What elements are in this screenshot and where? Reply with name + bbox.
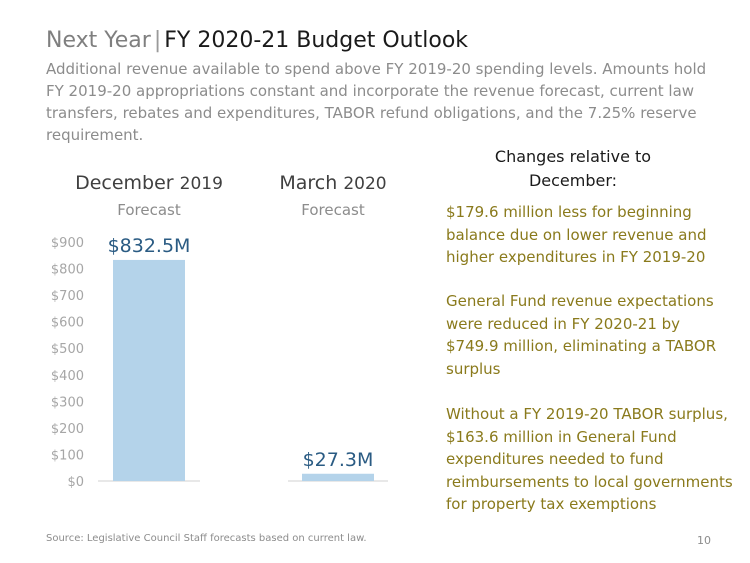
y-tick-label: $600 — [51, 316, 84, 331]
y-tick-label: $800 — [51, 263, 84, 278]
change-note-revenue: General Fund revenue expectations were r… — [446, 292, 717, 378]
y-tick-label: $700 — [51, 289, 84, 304]
bar — [113, 259, 185, 481]
y-tick-label: $100 — [51, 448, 84, 463]
column-sub-march: Forecast — [301, 201, 365, 219]
column-sub-december: Forecast — [117, 201, 181, 219]
changes-title-line2: December: — [528, 171, 618, 190]
y-tick-label: $0 — [67, 475, 84, 490]
y-tick-label: $900 — [51, 236, 84, 251]
column-head-march: March 2020 — [233, 172, 433, 194]
y-tick-label: $400 — [51, 369, 84, 384]
title-main: FY 2020-21 Budget Outlook — [164, 28, 469, 53]
change-note-tabor: Without a FY 2019-20 TABOR surplus, $163… — [446, 405, 733, 513]
data-label: $27.3M — [303, 449, 374, 471]
column-head-december: December 2019 — [49, 172, 249, 194]
column-head-month: December — [75, 172, 174, 194]
title-separator: | — [153, 28, 162, 53]
y-tick-label: $200 — [51, 422, 84, 437]
y-tick-label: $500 — [51, 342, 84, 357]
column-head-year: 2019 — [179, 174, 223, 194]
y-tick-label: $300 — [51, 395, 84, 410]
column-head-year: 2020 — [343, 174, 387, 194]
changes-title: Changes relative to December: — [468, 145, 678, 193]
page-number: 10 — [697, 534, 711, 547]
source-note: Source: Legislative Council Staff foreca… — [46, 533, 367, 544]
changes-title-line1: Changes relative to — [494, 147, 652, 166]
bar — [302, 473, 374, 481]
page-title: Next Year | FY 2020-21 Budget Outlook — [46, 28, 468, 53]
data-label: $832.5M — [108, 235, 191, 257]
bar-chart: $0 $100 $200 $300 $400 $500 $600 $700 $800 $900 $8… — [51, 235, 388, 490]
title-prefix: Next Year — [46, 28, 151, 53]
change-note-beginning-balance: $179.6 million less for beginning balanc… — [446, 203, 707, 266]
subtitle: Additional revenue available to spend ab… — [46, 60, 707, 144]
column-head-month: March — [279, 172, 338, 194]
